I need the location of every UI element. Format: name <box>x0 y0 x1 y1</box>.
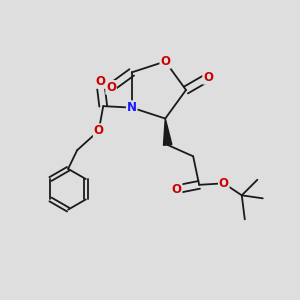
Text: O: O <box>203 71 213 84</box>
Text: O: O <box>172 183 182 196</box>
Text: O: O <box>160 55 170 68</box>
Text: O: O <box>219 177 229 190</box>
Text: O: O <box>95 75 105 88</box>
Text: N: N <box>127 101 137 114</box>
Text: O: O <box>94 124 104 137</box>
Text: O: O <box>106 81 116 94</box>
Polygon shape <box>164 118 172 145</box>
